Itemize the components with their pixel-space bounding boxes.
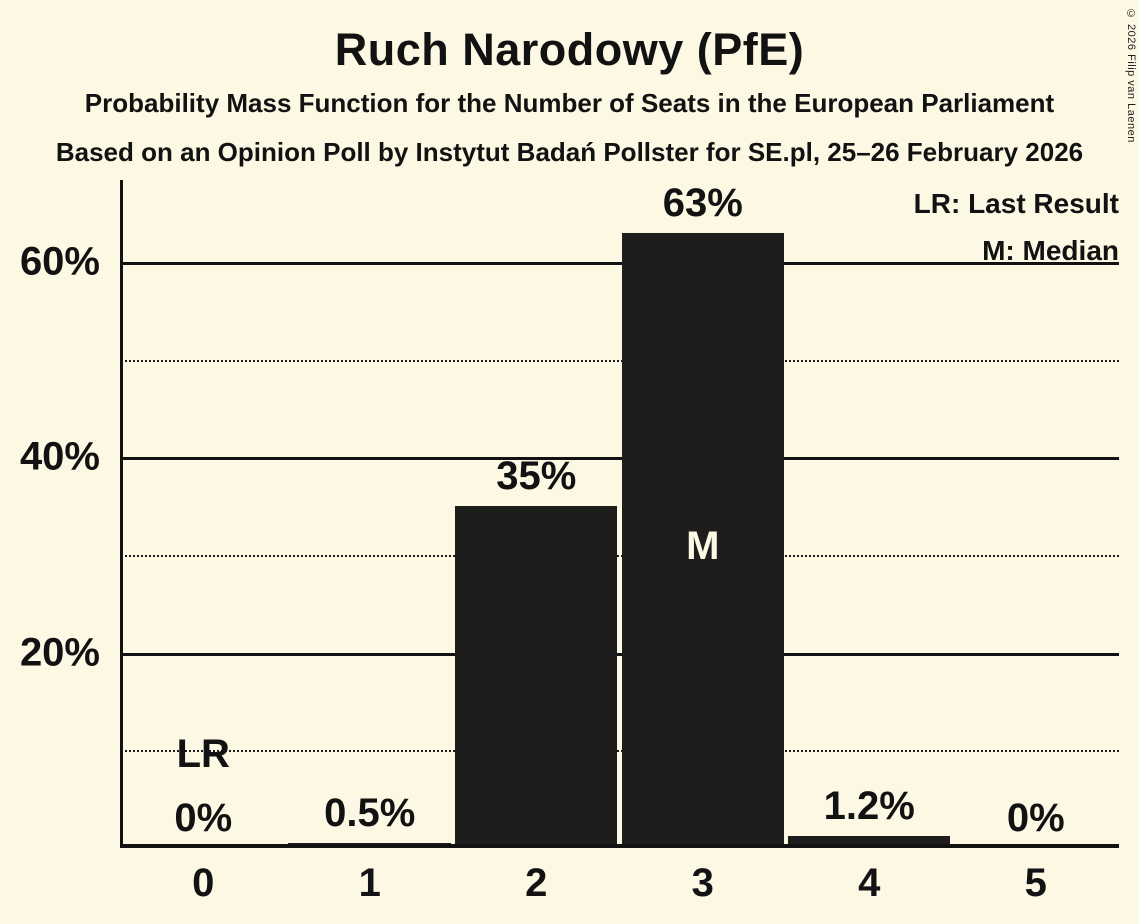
gridline-50pct: [120, 359, 1119, 362]
bars-layer: 0% 0.5% 35% 63% 1.2% 0% LR M: [120, 180, 1119, 848]
chart-title: Ruch Narodowy (PfE): [334, 24, 805, 75]
x-axis-labels: 0 1 2 3 4 5: [120, 860, 1119, 912]
bar-value-label: 1.2%: [823, 784, 915, 829]
bar-value-label: 35%: [496, 454, 577, 499]
bar-value-label: 0%: [174, 796, 233, 840]
x-axis-label: 0: [192, 861, 215, 905]
bar-seat-3: [621, 232, 784, 848]
chart-subtitle-line2: Based on an Opinion Poll by Instytut Bad…: [55, 137, 1084, 167]
gridlines-layer: [120, 180, 1119, 848]
y-axis-tick-label: 40%: [19, 434, 100, 479]
x-axis-label: 4: [858, 861, 881, 905]
chart-subtitle-line1: Probability Mass Function for the Number…: [84, 88, 1055, 118]
gridline-20pct: [120, 652, 1119, 656]
x-axis-label: 2: [525, 861, 548, 905]
y-axis-line: [120, 180, 123, 848]
chart-legend: LR: Last Result M: Median: [914, 180, 1119, 274]
bar-seat-2: [454, 506, 618, 848]
bar-value-label: 63%: [662, 180, 743, 225]
bar-value-label: 0.5%: [324, 791, 416, 836]
gridline-40pct: [120, 457, 1119, 461]
plot-area: 0% 0.5% 35% 63% 1.2% 0% LR M LR: Last Result M:…: [120, 180, 1119, 848]
last-result-marker: LR: [176, 732, 230, 776]
legend-median: M: Median: [982, 235, 1119, 266]
gridline-60pct: [120, 262, 1119, 266]
x-axis-line: [120, 844, 1119, 848]
copyright-notice: © 2026 Filip van Laenen: [1125, 8, 1137, 143]
x-axis-label: 5: [1024, 861, 1047, 905]
x-axis-label: 1: [358, 861, 381, 905]
gridline-10pct: [120, 750, 1119, 753]
gridline-30pct: [120, 555, 1119, 558]
y-axis-tick-labels: 20% 40% 60%: [0, 180, 108, 848]
legend-last-result: LR: Last Result: [913, 188, 1119, 219]
y-axis-tick-label: 60%: [19, 239, 100, 284]
bar-seat-4: [787, 836, 951, 848]
y-axis-tick-label: 20%: [19, 630, 100, 675]
median-marker: M: [686, 524, 720, 569]
x-axis-label: 3: [691, 861, 714, 905]
bar-value-label: 0%: [1006, 796, 1065, 840]
